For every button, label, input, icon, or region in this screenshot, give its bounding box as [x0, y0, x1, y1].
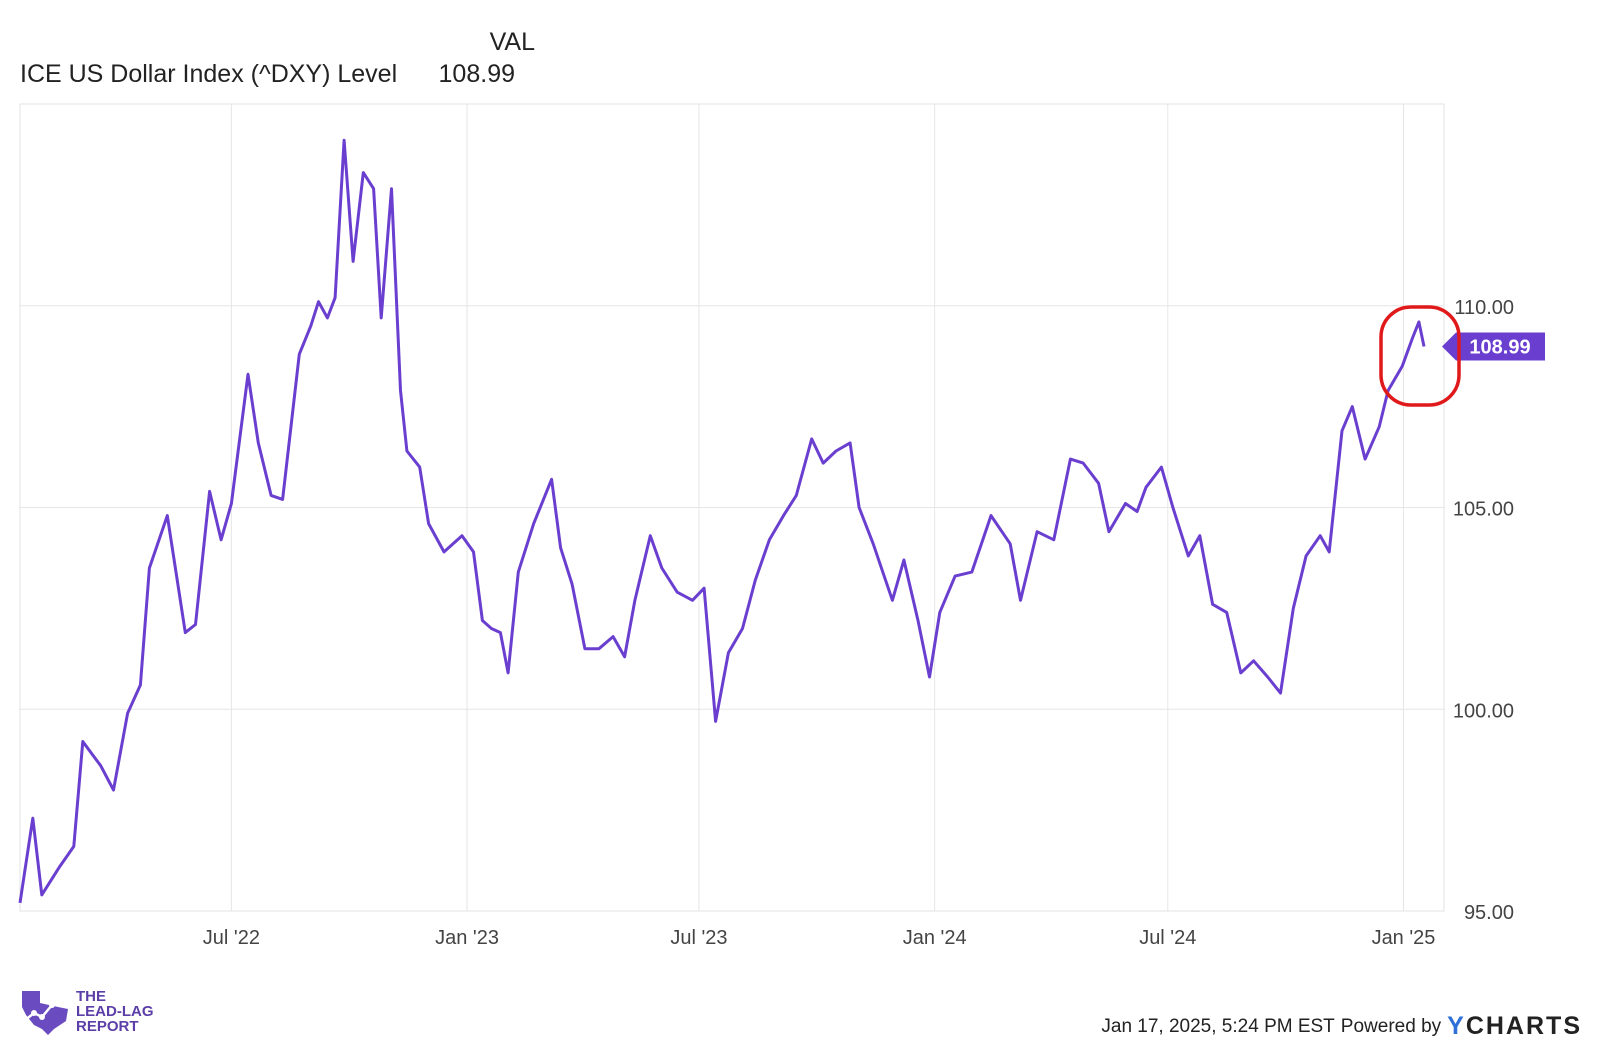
- annotation-layer: 108.99: [1379, 305, 1545, 407]
- chart-footer: Jan 17, 2025, 5:24 PM EST Powered by YCH…: [1101, 1012, 1582, 1041]
- logo-line-2: LEAD-LAG: [76, 1002, 154, 1020]
- x-tick-label: Jul '24: [1139, 927, 1196, 949]
- y-tick-label: 100.00: [1453, 700, 1514, 722]
- ycharts-logo-rest: CHARTS: [1465, 1012, 1582, 1040]
- highlight-circle: [1379, 305, 1461, 407]
- legend-series-name: ICE US Dollar Index (^DXY) Level: [20, 60, 398, 88]
- x-tick-label: Jan '24: [903, 927, 967, 949]
- lead-lag-report-logo: THE LEAD-LAG REPORT: [18, 985, 154, 1037]
- footer-timestamp: Jan 17, 2025, 5:24 PM EST: [1101, 1015, 1335, 1037]
- x-tick-label: Jan '25: [1372, 927, 1436, 949]
- x-tick-label: Jan '23: [435, 927, 499, 949]
- y-tick-label: 110.00: [1454, 297, 1514, 319]
- y-tick-label: 105.00: [1453, 499, 1514, 521]
- plot-frame: [19, 103, 1445, 912]
- footer-powered-by: Powered by: [1340, 1015, 1442, 1037]
- legend-column-header: VAL: [489, 28, 535, 56]
- series-layer: [18, 138, 1426, 904]
- x-axis-ticks: Jul '22 Jan '23 Jul '23 Jan '24 Jul '24 Jan '…: [203, 927, 1436, 949]
- logo-line-1: THE: [76, 987, 106, 1005]
- ycharts-logo[interactable]: YCHARTS: [1447, 1012, 1582, 1041]
- last-value-tag: [1442, 332, 1545, 361]
- ycharts-logo-y: Y: [1447, 1012, 1466, 1040]
- texas-chart-icon: [22, 991, 68, 1035]
- logo-line-3: REPORT: [76, 1017, 139, 1035]
- y-tick-label: 95.00: [1464, 902, 1514, 924]
- logo-wordmark: THE LEAD-LAG REPORT: [76, 989, 154, 1034]
- plot-border: [19, 103, 1445, 912]
- legend-series-value: 108.99: [438, 60, 515, 88]
- gridlines: [20, 104, 1444, 911]
- y-axis-ticks: 110.00 105.00 100.00 95.00: [1453, 297, 1514, 924]
- x-tick-label: Jul '23: [670, 927, 727, 949]
- last-value-label: 108.99: [1469, 337, 1530, 359]
- x-tick-label: Jul '22: [203, 927, 260, 949]
- series-line-dxy: [18, 138, 1426, 904]
